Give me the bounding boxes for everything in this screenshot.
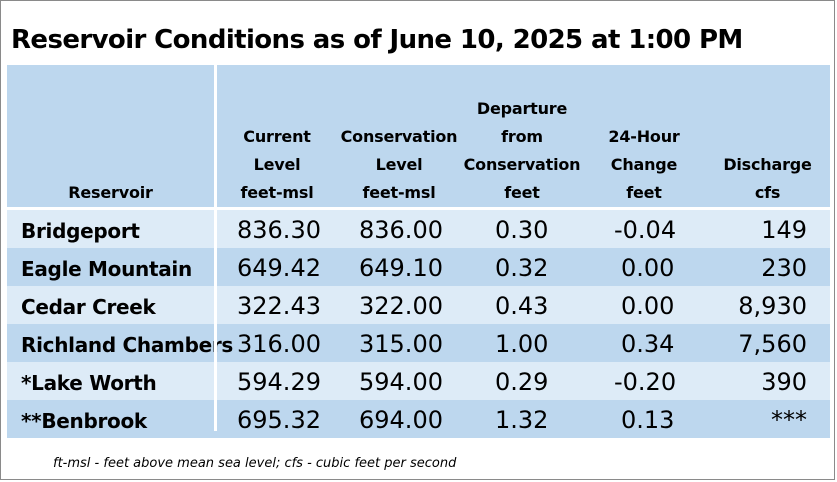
table-row: Cedar Creek 322.43 322.00 0.43 0.00 8,93… bbox=[7, 286, 830, 324]
reservoir-name: Cedar Creek bbox=[21, 295, 156, 319]
header-line: Discharge bbox=[723, 155, 812, 174]
header-line: Change bbox=[610, 155, 678, 174]
reservoir-name: Eagle Mountain bbox=[21, 257, 192, 281]
discharge: 7,560 bbox=[738, 330, 807, 358]
current-level: 649.42 bbox=[237, 254, 321, 282]
conservation-level: 322.00 bbox=[359, 292, 443, 320]
conservation-level: 649.10 bbox=[359, 254, 443, 282]
discharge: 149 bbox=[761, 216, 807, 244]
header-line: cfs bbox=[754, 183, 781, 202]
column-divider bbox=[214, 65, 217, 431]
discharge: 390 bbox=[761, 368, 807, 396]
conservation-level: 315.00 bbox=[359, 330, 443, 358]
departure: 1.32 bbox=[495, 406, 549, 434]
discharge: *** bbox=[771, 406, 807, 434]
header-line: Level bbox=[253, 155, 301, 174]
reservoir-name: Richland Chambers bbox=[21, 333, 234, 357]
header-line: feet-msl bbox=[362, 183, 436, 202]
header-discharge: Discharge cfs bbox=[705, 65, 830, 207]
reservoir-name: **Benbrook bbox=[21, 409, 147, 433]
page-title: Reservoir Conditions as of June 10, 2025… bbox=[11, 25, 743, 55]
header-line: Reservoir bbox=[68, 183, 153, 202]
departure: 0.29 bbox=[495, 368, 549, 396]
departure: 1.00 bbox=[495, 330, 549, 358]
header-line: 24-Hour bbox=[608, 127, 680, 146]
conservation-level: 594.00 bbox=[359, 368, 443, 396]
current-level: 322.43 bbox=[237, 292, 321, 320]
header-line: from bbox=[501, 127, 543, 146]
change-24h: -0.20 bbox=[614, 368, 677, 396]
header-24hour-change: 24-Hour Change feet bbox=[583, 65, 705, 207]
change-24h: 0.00 bbox=[621, 292, 675, 320]
current-level: 836.30 bbox=[237, 216, 321, 244]
change-24h: 0.00 bbox=[621, 254, 675, 282]
discharge: 8,930 bbox=[738, 292, 807, 320]
footnote: ft-msl - feet above mean sea level; cfs … bbox=[53, 456, 457, 471]
current-level: 594.29 bbox=[237, 368, 321, 396]
header-line: feet bbox=[504, 183, 540, 202]
header-line: Departure bbox=[476, 99, 568, 118]
reservoir-name: Bridgeport bbox=[21, 219, 140, 243]
header-line: Conservation bbox=[340, 127, 458, 146]
table-row: Richland Chambers 316.00 315.00 1.00 0.3… bbox=[7, 324, 830, 362]
conservation-level: 694.00 bbox=[359, 406, 443, 434]
header-departure: Departure from Conservation feet bbox=[461, 65, 583, 207]
header-line: Level bbox=[375, 155, 423, 174]
header-line: feet bbox=[626, 183, 662, 202]
departure: 0.32 bbox=[495, 254, 549, 282]
departure: 0.30 bbox=[495, 216, 549, 244]
current-level: 316.00 bbox=[237, 330, 321, 358]
table-row: **Benbrook 695.32 694.00 1.32 0.13 *** bbox=[7, 400, 830, 438]
header-line: Current bbox=[243, 127, 311, 146]
change-24h: -0.04 bbox=[614, 216, 677, 244]
header-current-level: Current Level feet-msl bbox=[217, 65, 337, 207]
discharge: 230 bbox=[761, 254, 807, 282]
header-divider bbox=[7, 207, 830, 210]
change-24h: 0.13 bbox=[621, 406, 675, 434]
header-conservation-level: Conservation Level feet-msl bbox=[337, 65, 461, 207]
departure: 0.43 bbox=[495, 292, 549, 320]
table-row: *Lake Worth 594.29 594.00 0.29 -0.20 390 bbox=[7, 362, 830, 400]
header-line: feet-msl bbox=[240, 183, 314, 202]
header-reservoir: Reservoir bbox=[7, 65, 214, 207]
reservoir-table: Reservoir Current Level feet-msl Conserv… bbox=[7, 65, 830, 438]
reservoir-name: *Lake Worth bbox=[21, 371, 157, 395]
table-row: Bridgeport 836.30 836.00 0.30 -0.04 149 bbox=[7, 210, 830, 248]
header-line: Conservation bbox=[463, 155, 581, 174]
change-24h: 0.34 bbox=[621, 330, 675, 358]
table-row: Eagle Mountain 649.42 649.10 0.32 0.00 2… bbox=[7, 248, 830, 286]
current-level: 695.32 bbox=[237, 406, 321, 434]
conservation-level: 836.00 bbox=[359, 216, 443, 244]
table-header: Reservoir Current Level feet-msl Conserv… bbox=[7, 65, 830, 207]
